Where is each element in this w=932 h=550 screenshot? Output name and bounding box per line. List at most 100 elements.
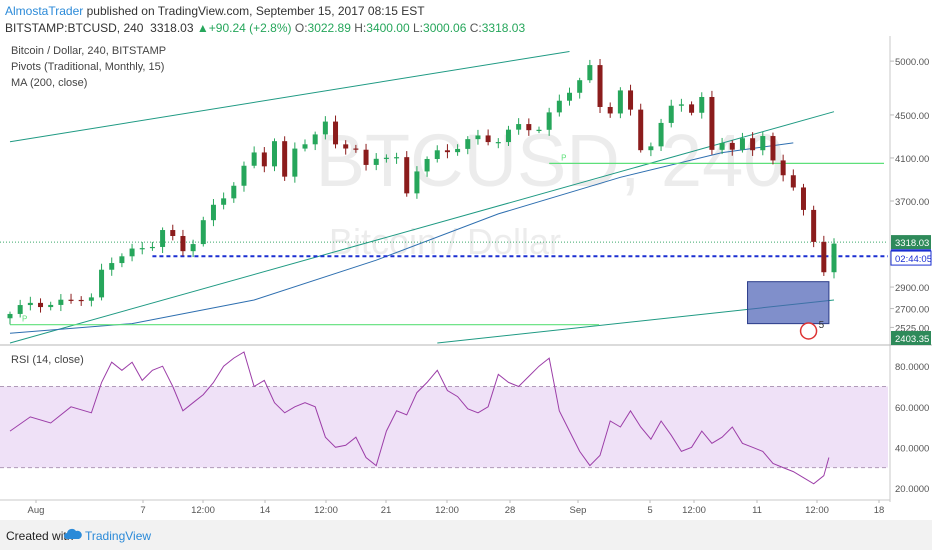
watermark-name: Bitcoin / Dollar bbox=[329, 221, 561, 262]
pivot-upper-line-label: P bbox=[561, 153, 566, 162]
candle-body bbox=[760, 136, 766, 151]
candle-body bbox=[638, 109, 644, 151]
chart-area[interactable]: BTCUSD, 240 Bitcoin / Dollar PP 5000.004… bbox=[0, 36, 932, 520]
candle-body bbox=[516, 124, 522, 130]
candle-body bbox=[292, 148, 298, 177]
high-label: H: bbox=[354, 21, 367, 35]
lower-channel-line bbox=[9, 111, 835, 344]
candle-body bbox=[495, 142, 501, 144]
candle-body bbox=[556, 100, 562, 113]
candle-body bbox=[119, 256, 125, 264]
candle-body bbox=[465, 139, 471, 149]
high-value: 3400.00 bbox=[366, 21, 410, 35]
time-tick-label: 7 bbox=[140, 505, 145, 516]
candle-body bbox=[170, 230, 176, 236]
bottom-price-tag: 2403.35 bbox=[895, 334, 929, 345]
rsi-tick-label: 40.0000 bbox=[895, 443, 929, 454]
candle-body bbox=[353, 148, 359, 150]
candle-body bbox=[434, 150, 440, 159]
candle-body bbox=[180, 235, 186, 252]
rsi-title[interactable]: RSI (14, close) bbox=[11, 354, 84, 366]
candle-body bbox=[790, 175, 796, 188]
low-value: 3000.06 bbox=[423, 21, 467, 35]
bottom-price-tag-bg bbox=[891, 331, 931, 345]
candle-body bbox=[129, 248, 135, 257]
symbol-line: BITSTAMP:BTCUSD, 240 bbox=[5, 21, 144, 35]
candle-body bbox=[617, 90, 623, 114]
candle-body bbox=[831, 243, 837, 273]
created-with-text: Created with bbox=[6, 529, 74, 543]
event-marker[interactable]: 5 bbox=[799, 320, 825, 340]
time-tick-label: 12:00 bbox=[435, 505, 459, 516]
candle-body bbox=[109, 263, 115, 270]
time-tick-label: 5 bbox=[647, 505, 652, 516]
candle-body bbox=[770, 136, 776, 161]
rsi-band-group bbox=[0, 385, 888, 469]
candle-body bbox=[424, 158, 430, 172]
candle-body bbox=[678, 104, 684, 106]
time-tick-label: 12:00 bbox=[314, 505, 338, 516]
candle-body bbox=[739, 138, 745, 150]
change-arrow-icon: ▲ bbox=[196, 21, 209, 35]
countdown-tag-bg bbox=[890, 250, 932, 266]
candle-body bbox=[373, 158, 379, 165]
candle-body bbox=[58, 299, 64, 305]
close-label: C: bbox=[469, 21, 482, 35]
candle-body bbox=[587, 65, 593, 81]
price-change: +90.24 (+2.8%) bbox=[208, 21, 292, 35]
trend-lines: PP bbox=[0, 51, 888, 344]
projection-box[interactable] bbox=[747, 281, 830, 325]
rsi-line-group bbox=[9, 351, 830, 485]
candle-body bbox=[780, 160, 786, 176]
ma-indicator-label[interactable]: MA (200, close) bbox=[11, 77, 87, 89]
candle-body bbox=[505, 129, 511, 143]
candle-body bbox=[343, 144, 349, 149]
main-title: Bitcoin / Dollar, 240, BITSTAMP bbox=[11, 45, 166, 57]
price-tick-label: 2525.00 bbox=[895, 323, 929, 334]
candle-body bbox=[149, 246, 155, 249]
close-value: 3318.03 bbox=[481, 21, 526, 35]
tradingview-brand-link[interactable]: TradingView bbox=[85, 529, 152, 543]
candle-body bbox=[658, 122, 664, 147]
candle-body bbox=[241, 165, 247, 186]
candle-body bbox=[333, 121, 339, 145]
candle-body bbox=[577, 80, 583, 93]
price-tick-label: 2900.00 bbox=[895, 283, 929, 294]
candle-body bbox=[27, 302, 33, 306]
candle-body bbox=[261, 152, 267, 167]
candle-body bbox=[567, 92, 573, 101]
candle-body bbox=[394, 157, 400, 159]
candle-body bbox=[312, 134, 318, 145]
time-tick-label: Sep bbox=[570, 505, 587, 516]
rsi-line bbox=[9, 351, 830, 485]
candle-body bbox=[48, 304, 54, 308]
event-count: 5 bbox=[819, 320, 825, 331]
candle-body bbox=[800, 187, 806, 210]
open-label: O: bbox=[294, 21, 308, 35]
tradingview-cloud-icon[interactable] bbox=[64, 528, 82, 540]
candle-body bbox=[648, 146, 654, 151]
last-price-tag-bg bbox=[891, 235, 931, 250]
rsi-tick-label: 20.0000 bbox=[895, 484, 929, 495]
candle-body bbox=[302, 144, 308, 149]
pivots-indicator-label[interactable]: Pivots (Traditional, Monthly, 15) bbox=[11, 61, 164, 73]
candle-body bbox=[282, 141, 288, 177]
price-tick-label: 3700.00 bbox=[895, 197, 929, 208]
rsi-axis-labels: 80.0000 60.0000 40.0000 20.0000 bbox=[895, 362, 929, 495]
candle-body bbox=[78, 299, 84, 302]
candle-body bbox=[719, 142, 725, 150]
candle-body bbox=[699, 96, 705, 113]
time-tick-label: 12:00 bbox=[682, 505, 706, 516]
last-price-tag: 3318.03 bbox=[895, 238, 929, 249]
publisher-line: AlmostaTrader published on TradingView.c… bbox=[5, 4, 425, 18]
event-flag-icon[interactable] bbox=[799, 322, 818, 340]
countdown-tag: 02:44:05 bbox=[895, 254, 932, 265]
candle-body bbox=[200, 220, 206, 245]
candle-body bbox=[729, 142, 735, 150]
candles bbox=[7, 58, 837, 325]
author-link[interactable]: AlmostaTrader bbox=[5, 4, 84, 18]
price-tick-label: 4100.00 bbox=[895, 154, 929, 165]
candle-body bbox=[139, 248, 145, 250]
candle-body bbox=[444, 150, 450, 153]
candle-body bbox=[322, 121, 328, 135]
